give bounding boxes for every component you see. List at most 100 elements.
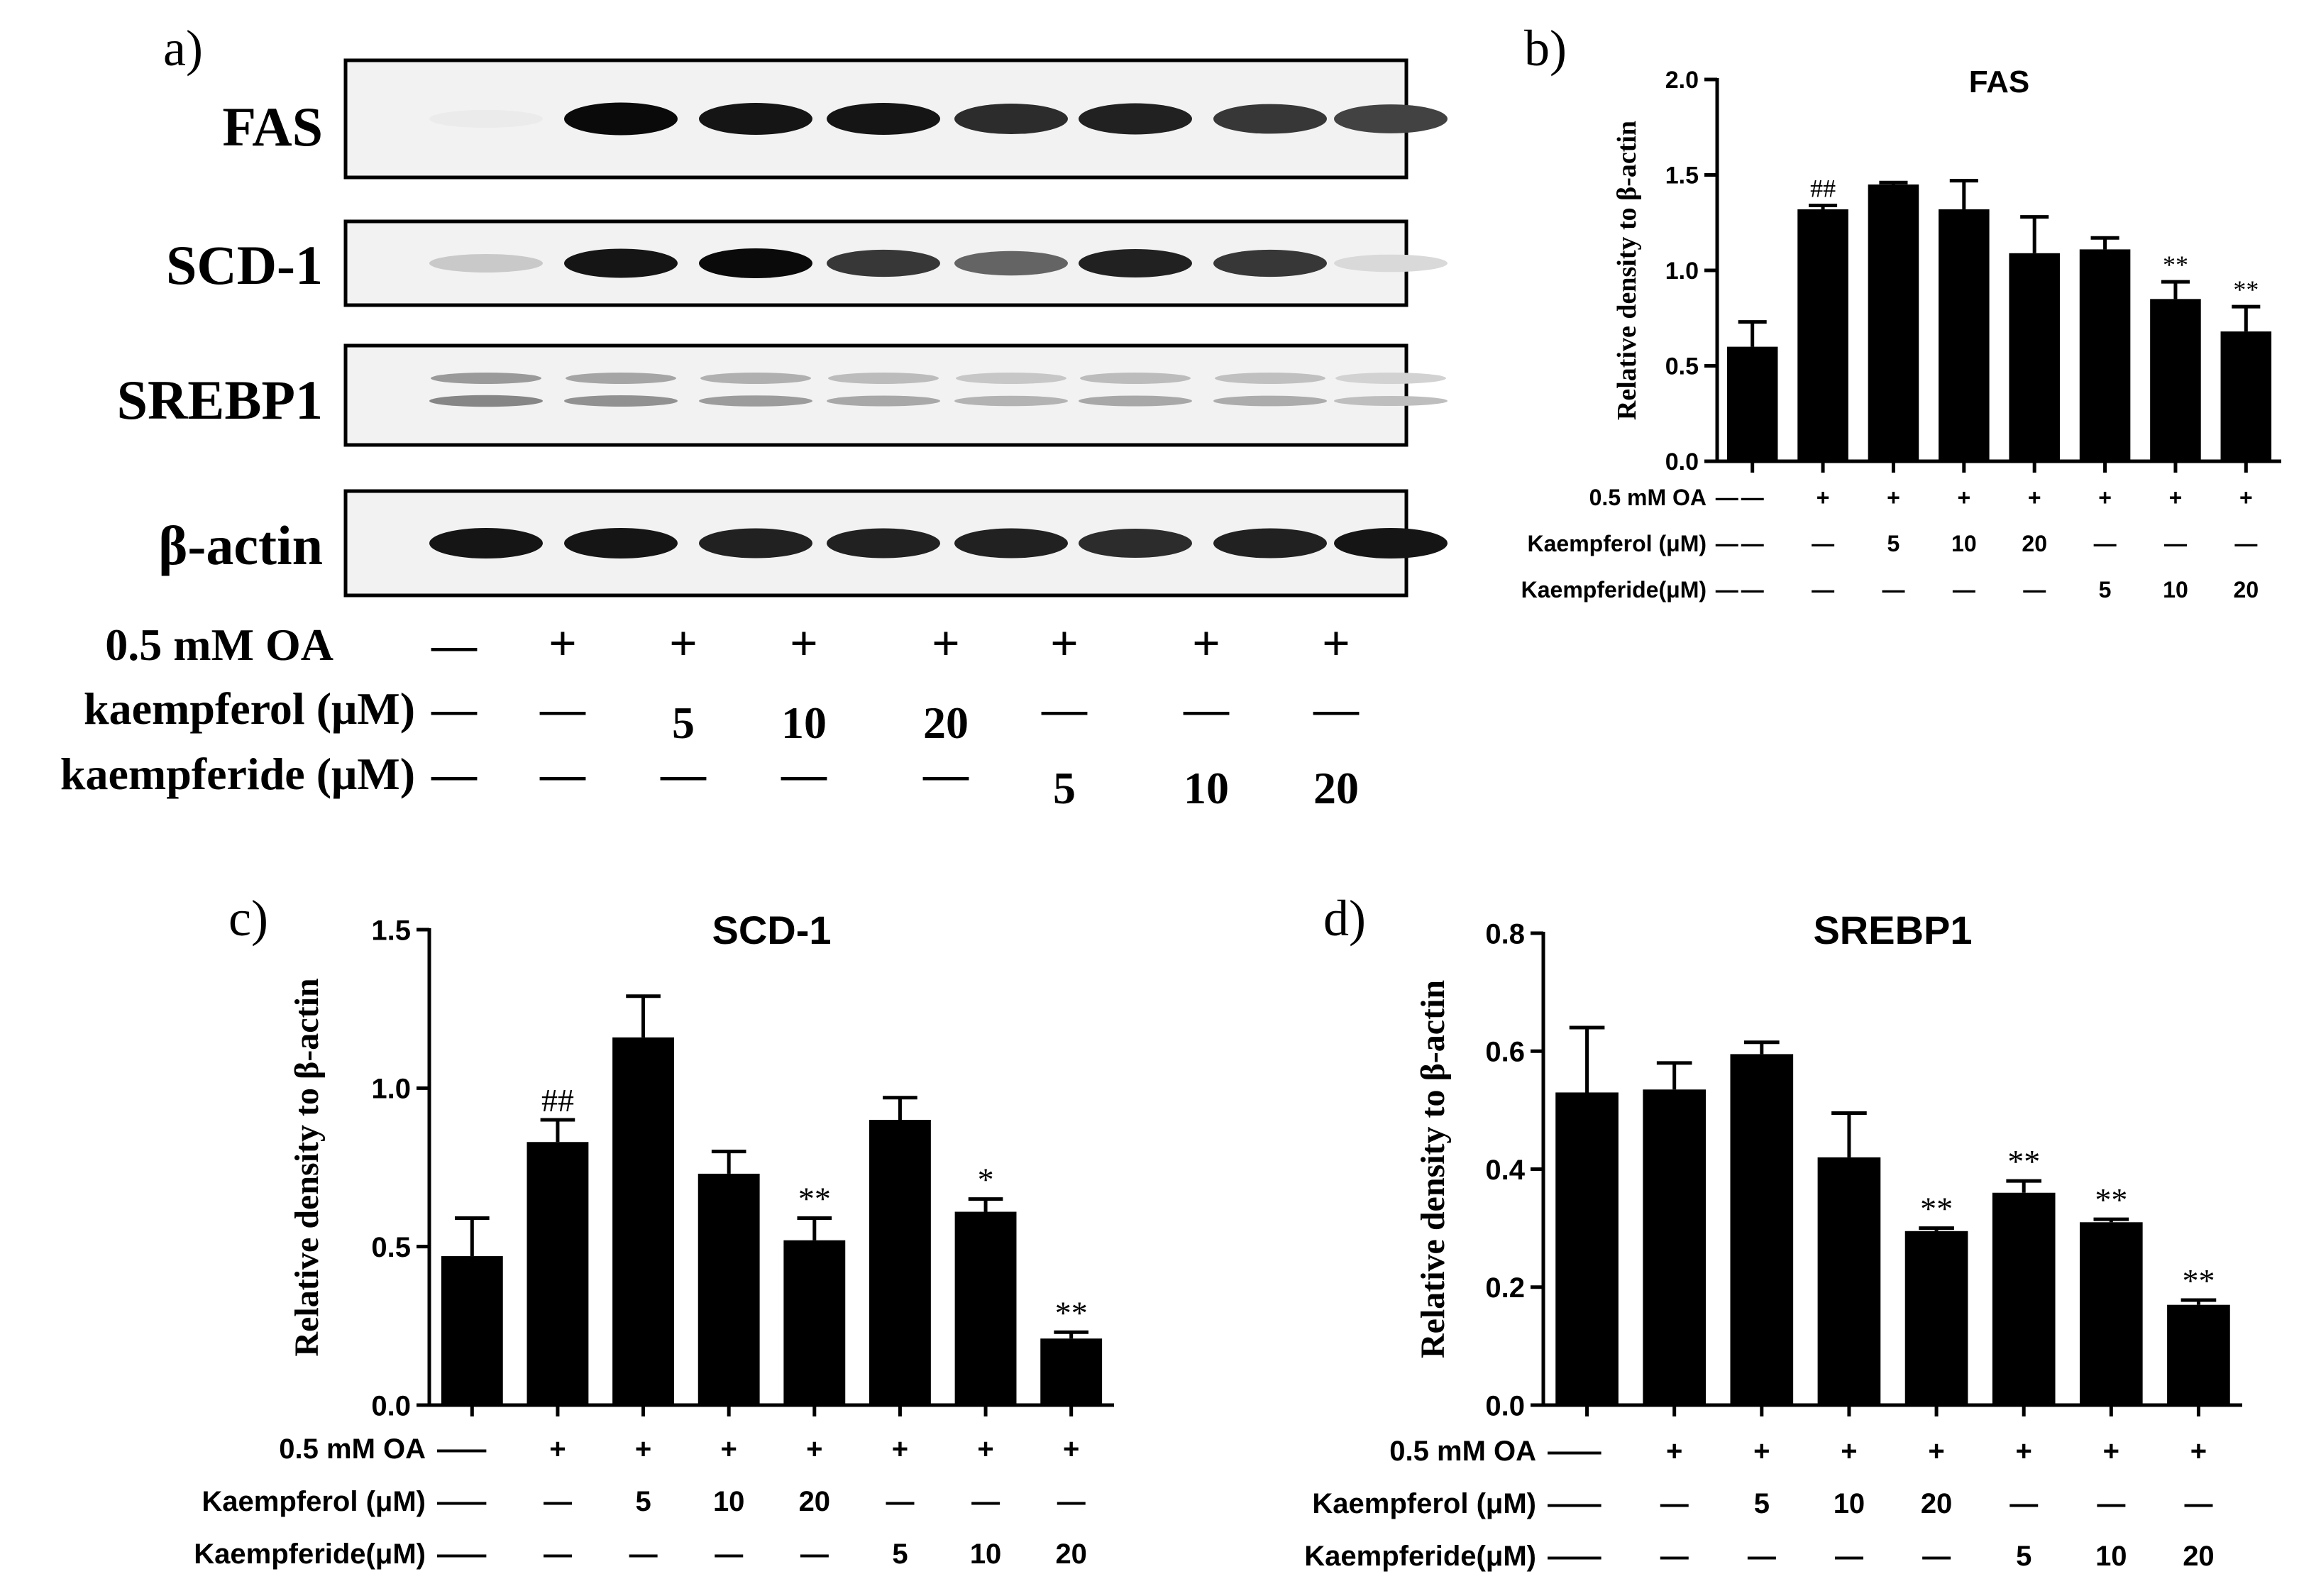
blot-band-upper xyxy=(431,373,541,384)
y-axis-label: Relative density to β-actin xyxy=(1612,121,1642,420)
y-tick-label: 0.8 xyxy=(1485,918,1525,950)
treatment-label: Kaempferide(μM) xyxy=(1521,577,1707,602)
bar xyxy=(2167,1304,2230,1405)
treatment-value: + xyxy=(549,1433,566,1465)
bar xyxy=(1817,1157,1881,1405)
treatment-leader-dash: — xyxy=(1548,1488,1576,1519)
treatment-value: + xyxy=(1841,1436,1857,1467)
treatment-value: 10 xyxy=(970,1539,1002,1570)
blot-band xyxy=(954,395,1068,407)
blot-treatment-value: + xyxy=(1322,617,1350,671)
treatment-value: + xyxy=(2239,485,2253,510)
significance-annotation: ** xyxy=(2182,1262,2215,1299)
blot-treatment-value: 5 xyxy=(1053,763,1076,813)
blot-treatment-value: + xyxy=(1050,617,1079,671)
blot-treatment-value: 5 xyxy=(672,698,695,748)
treatment-value: + xyxy=(1816,485,1830,510)
blot-treatment-label: 0.5 mM OA xyxy=(105,620,333,670)
treatment-value: 20 xyxy=(1055,1539,1087,1570)
blot-treatment-value: — xyxy=(431,749,478,799)
blot-treatment-value: + xyxy=(548,617,577,671)
western-blot-panel: a) FAS SCD-1 SREBP1 β-actin 0.5 mM OA — + + + + +… xyxy=(60,20,1448,813)
blot-band-upper xyxy=(1080,373,1191,384)
blot-band xyxy=(699,103,812,135)
blot-row-actin: β-actin xyxy=(158,489,1448,598)
blot-treatment-value: + xyxy=(790,617,818,671)
bar xyxy=(783,1240,846,1405)
treatment-leader-dash: — xyxy=(1716,577,1738,602)
blot-band xyxy=(699,248,812,278)
y-tick-label: 1.0 xyxy=(1665,258,1699,285)
bar xyxy=(1555,1092,1619,1405)
blot-band xyxy=(1334,395,1448,407)
blot-treatment-value: — xyxy=(431,683,478,734)
treatment-value: 10 xyxy=(2163,577,2188,602)
blot-treatment-value: 10 xyxy=(781,698,827,748)
y-tick-label: 0.6 xyxy=(1485,1037,1525,1068)
blot-treatment-value: — xyxy=(1041,683,1088,734)
significance-annotation: ## xyxy=(541,1082,574,1118)
y-tick-label: 0.0 xyxy=(371,1390,411,1421)
bar xyxy=(526,1142,589,1405)
blot-band-upper xyxy=(828,373,939,384)
blot-treatment-row: kaempferide (μM) — — — — — 5 10 20 xyxy=(60,749,1359,813)
treatment-value: — xyxy=(1882,577,1904,602)
y-axis-label: Relative density to β-actin xyxy=(1414,980,1452,1358)
bar xyxy=(1904,1231,1968,1405)
blot-band xyxy=(429,109,543,128)
blot-band-upper xyxy=(700,373,811,384)
blot-band xyxy=(827,395,940,407)
treatment-value: 5 xyxy=(892,1539,908,1570)
treatment-value: — xyxy=(2097,1488,2125,1519)
bar xyxy=(1939,209,1990,461)
blot-band-upper xyxy=(1335,373,1446,384)
treatment-label: Kaempferol (μM) xyxy=(1312,1488,1536,1519)
significance-annotation: ** xyxy=(1920,1191,1953,1227)
blot-band xyxy=(699,395,812,407)
blot-treatment-label: kaempferol (μM) xyxy=(84,683,415,734)
blot-label: β-actin xyxy=(158,514,323,576)
blot-band xyxy=(699,528,812,558)
blot-band xyxy=(1079,395,1192,407)
blot-treatment-value: — xyxy=(539,749,586,799)
significance-annotation: * xyxy=(978,1162,994,1198)
treatment-value: — xyxy=(629,1539,658,1570)
treatment-value: — xyxy=(544,1486,572,1517)
treatment-leader-dash: — xyxy=(437,1486,465,1517)
panel-letter-a: a) xyxy=(163,20,203,77)
significance-annotation: ** xyxy=(798,1180,831,1216)
treatment-value: 10 xyxy=(2095,1541,2127,1572)
treatment-value: — xyxy=(1573,1436,1601,1467)
treatment-row: 0.5 mM OA —— + + + + + + + xyxy=(279,1433,1079,1465)
treatment-label: 0.5 mM OA xyxy=(1589,485,1707,510)
treatment-value: — xyxy=(1741,531,1764,556)
bar xyxy=(1992,1192,2056,1405)
blot-band xyxy=(564,248,678,278)
blot-treatment-value: + xyxy=(1192,617,1220,671)
blot-band xyxy=(954,528,1068,558)
treatment-leader-dash: — xyxy=(1548,1541,1576,1572)
y-tick-label: 0.5 xyxy=(1665,353,1699,380)
blot-row-srebp1: SREBP1 xyxy=(117,343,1448,447)
blot-label: FAS xyxy=(222,96,323,158)
treatment-value: + xyxy=(1957,485,1970,510)
y-tick-label: 0.0 xyxy=(1485,1390,1525,1421)
bar xyxy=(1868,184,1919,461)
treatment-value: + xyxy=(1887,485,1900,510)
treatment-value: + xyxy=(2016,1436,2032,1467)
treatment-row: 0.5 mM OA —— + + + + + + + xyxy=(1589,485,2253,510)
treatment-value: — xyxy=(1660,1541,1689,1572)
blot-band-upper xyxy=(956,373,1066,384)
treatment-value: + xyxy=(1063,1433,1079,1465)
treatment-value: 20 xyxy=(2183,1541,2215,1572)
blot-treatment-value: — xyxy=(922,749,969,799)
blot-band xyxy=(564,527,678,559)
blot-membrane xyxy=(343,343,1408,447)
treatment-value: — xyxy=(971,1486,1000,1517)
chart-title: SCD-1 xyxy=(712,908,831,952)
treatment-value: 5 xyxy=(635,1486,651,1517)
